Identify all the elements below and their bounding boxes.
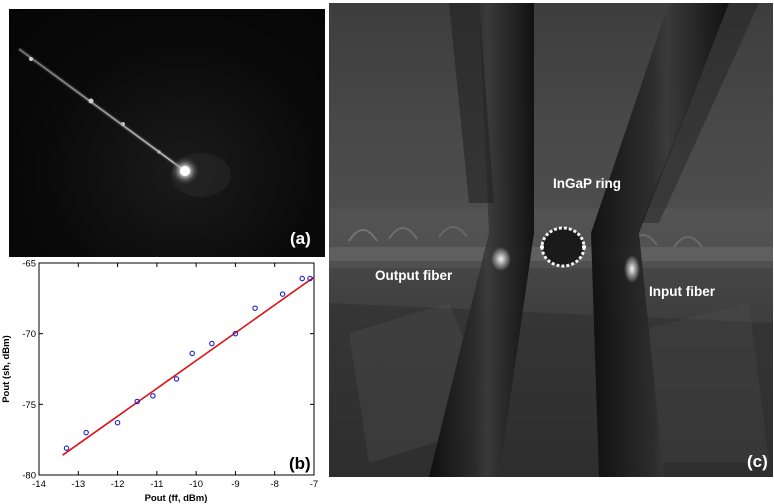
y-axis-label: Pout (sh, dBm) bbox=[1, 335, 12, 403]
data-point bbox=[63, 445, 70, 451]
data-point bbox=[232, 330, 239, 337]
fiber-streak bbox=[18, 48, 186, 172]
x-tick-label: -11 bbox=[150, 479, 163, 490]
x-tick-label: -12 bbox=[111, 479, 125, 490]
data-point bbox=[150, 393, 156, 399]
x-tick-label: -9 bbox=[231, 479, 239, 490]
panel-c-image: InGaP ring Output fiber Input fiber (c) bbox=[329, 3, 773, 477]
data-point bbox=[83, 429, 89, 436]
y-tick-label: -80 bbox=[22, 471, 36, 482]
panel-a-graphic bbox=[17, 46, 231, 197]
y-tick-label: -70 bbox=[22, 329, 36, 340]
x-tick-label: -8 bbox=[270, 479, 278, 490]
panel-b-chart: -14 -13 -12 -11 -10 -9 -8 -7 -65 -70 -75 -80 Pout (… bbox=[0, 258, 329, 504]
panel-b-label: (b) bbox=[289, 454, 311, 473]
data-point bbox=[252, 305, 258, 311]
data-point bbox=[189, 350, 195, 357]
ingap-ring bbox=[540, 226, 586, 268]
x-tick-label: -13 bbox=[71, 479, 85, 490]
y-tick-label: -65 bbox=[22, 259, 36, 270]
x-tick-label: -14 bbox=[32, 479, 46, 490]
fit-line bbox=[62, 276, 315, 456]
data-point bbox=[173, 376, 180, 382]
panel-c-graphic bbox=[329, 3, 773, 477]
x-tick-label: -7 bbox=[310, 479, 318, 490]
data-point bbox=[134, 398, 140, 405]
input-fiber bbox=[591, 3, 729, 477]
panel-c-label: (c) bbox=[747, 452, 768, 471]
input-fiber-label: Input fiber bbox=[649, 284, 715, 299]
output-fiber-label: Output fiber bbox=[375, 268, 453, 283]
data-point bbox=[209, 340, 215, 347]
data-point bbox=[307, 275, 313, 282]
data-point bbox=[114, 419, 121, 426]
x-axis-label: Pout (ff, dBm) bbox=[145, 493, 208, 504]
x-tick-label: -10 bbox=[189, 479, 203, 490]
data-point bbox=[299, 275, 305, 282]
ticks-layer: -14 -13 -12 -11 -10 -9 -8 -7 -65 -70 -75 -80 bbox=[22, 259, 318, 491]
ingap-ring-label: InGaP ring bbox=[553, 176, 622, 191]
points-layer bbox=[63, 275, 313, 451]
fit-layer bbox=[62, 276, 315, 456]
panel-a-image: (a) bbox=[9, 9, 325, 257]
panel-a-label: (a) bbox=[290, 229, 311, 248]
data-point bbox=[279, 291, 286, 297]
y-tick-label: -75 bbox=[22, 400, 36, 411]
chart-svg: -14 -13 -12 -11 -10 -9 -8 -7 -65 -70 -75 -80 Pout (… bbox=[1, 259, 318, 504]
output-fiber bbox=[429, 3, 534, 477]
